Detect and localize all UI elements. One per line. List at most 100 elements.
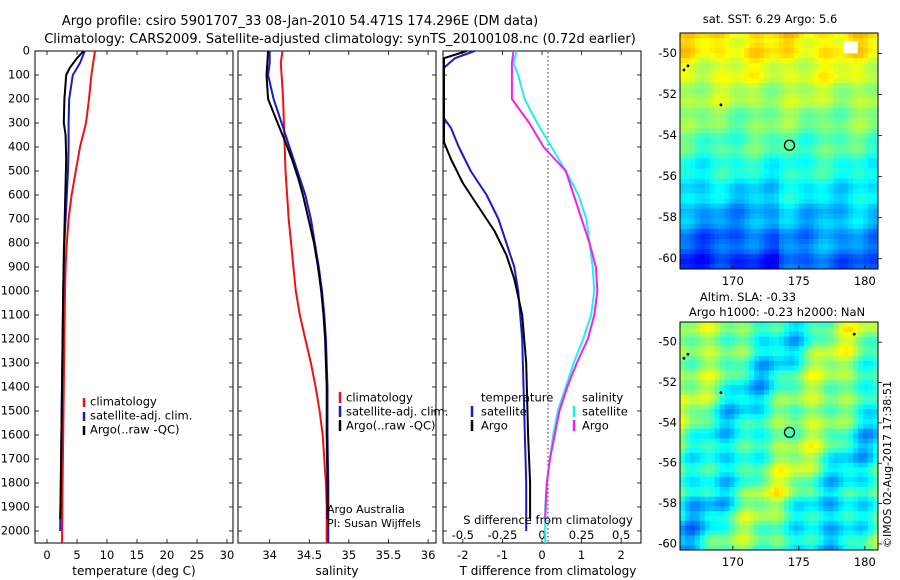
map-cell bbox=[798, 394, 805, 400]
map-cell bbox=[803, 98, 809, 104]
map-cell bbox=[704, 404, 710, 410]
map-cell bbox=[818, 535, 824, 541]
map-cell bbox=[808, 138, 814, 144]
map-cell bbox=[759, 73, 765, 79]
map-cell bbox=[694, 355, 701, 362]
map-cell bbox=[774, 491, 780, 497]
map-cell bbox=[828, 248, 834, 255]
map-cell bbox=[719, 414, 725, 420]
map-cell bbox=[759, 43, 765, 49]
map-cell bbox=[774, 326, 780, 332]
map-cell bbox=[813, 477, 819, 483]
map-cell bbox=[828, 253, 834, 260]
map-cell bbox=[803, 118, 809, 124]
map-cell bbox=[833, 409, 839, 415]
map-cell bbox=[808, 452, 814, 459]
map-cell bbox=[863, 462, 869, 468]
map-cell bbox=[868, 385, 874, 391]
map-cell bbox=[863, 433, 869, 439]
map-cell bbox=[793, 43, 800, 49]
map-cell bbox=[848, 389, 854, 396]
map-cell bbox=[783, 365, 790, 371]
map-cell bbox=[734, 243, 740, 250]
map-cell bbox=[684, 238, 691, 245]
map-cell bbox=[868, 258, 874, 265]
map-cell bbox=[769, 178, 775, 184]
map-cell bbox=[853, 183, 859, 189]
no-data-patch bbox=[843, 41, 858, 54]
map-cell bbox=[868, 491, 874, 497]
map-cell bbox=[699, 336, 706, 342]
map-cell bbox=[754, 158, 760, 164]
map-cell bbox=[853, 419, 859, 425]
map-cell bbox=[724, 525, 730, 531]
map-cell bbox=[719, 380, 725, 386]
map-x-tick-label: 180 bbox=[854, 274, 876, 288]
map-cell bbox=[724, 530, 730, 536]
map-cell bbox=[734, 452, 740, 459]
map-cell bbox=[774, 78, 780, 84]
map-cell bbox=[764, 506, 770, 512]
map-cell bbox=[793, 238, 800, 245]
map-cell bbox=[754, 98, 760, 104]
map-cell bbox=[719, 78, 725, 84]
map-cell bbox=[813, 360, 819, 366]
map-x-tick-label: 170 bbox=[722, 555, 744, 569]
map-cell bbox=[828, 540, 834, 546]
map-cell bbox=[694, 511, 701, 517]
map-cell bbox=[754, 103, 760, 109]
map-cell bbox=[838, 404, 844, 410]
map-cell bbox=[828, 103, 834, 109]
map-cell bbox=[759, 375, 765, 381]
map-cell bbox=[680, 183, 686, 189]
map-cell bbox=[868, 233, 874, 240]
map-cell bbox=[823, 38, 829, 44]
map-cell bbox=[793, 93, 800, 99]
map-cell bbox=[774, 133, 780, 139]
map-cell bbox=[680, 53, 686, 59]
map-cell bbox=[769, 53, 775, 59]
map-cell bbox=[808, 208, 814, 215]
map-cell bbox=[704, 389, 710, 396]
map-cell bbox=[813, 123, 819, 129]
map-cell bbox=[853, 208, 859, 215]
map-cell bbox=[684, 530, 691, 536]
map-cell bbox=[793, 351, 800, 357]
map-cell bbox=[714, 143, 720, 149]
map-cell bbox=[694, 428, 701, 434]
map-cell bbox=[749, 253, 755, 260]
map-cell bbox=[709, 248, 715, 255]
map-cell bbox=[729, 98, 735, 104]
map-cell bbox=[714, 263, 720, 270]
map-cell bbox=[754, 452, 760, 459]
map-cell bbox=[853, 326, 859, 332]
map-cell bbox=[744, 33, 750, 39]
map-cell bbox=[729, 428, 735, 434]
map-cell bbox=[684, 33, 691, 39]
map-cell bbox=[729, 380, 735, 386]
map-cell bbox=[833, 491, 839, 497]
map-cell bbox=[793, 530, 800, 536]
map-cell bbox=[719, 346, 725, 352]
map-cell bbox=[684, 326, 691, 332]
map-cell bbox=[689, 394, 696, 400]
map-cell bbox=[858, 322, 864, 328]
map-cell bbox=[818, 419, 824, 425]
map-cell bbox=[774, 457, 780, 463]
map-cell bbox=[823, 448, 829, 454]
y-tick-label: 300 bbox=[8, 116, 30, 130]
map-cell bbox=[813, 103, 819, 109]
map-cell bbox=[684, 178, 691, 184]
map-cell bbox=[788, 452, 795, 459]
map-cell bbox=[749, 228, 755, 235]
map-cell bbox=[823, 133, 829, 139]
map-cell bbox=[704, 326, 710, 332]
map-cell bbox=[858, 153, 864, 159]
map-cell bbox=[769, 365, 775, 371]
map-cell bbox=[704, 73, 710, 79]
map-cell bbox=[868, 355, 874, 362]
map-cell bbox=[838, 248, 844, 255]
map-cell bbox=[798, 53, 805, 59]
map-cell bbox=[783, 188, 790, 194]
map-cell bbox=[853, 168, 859, 174]
